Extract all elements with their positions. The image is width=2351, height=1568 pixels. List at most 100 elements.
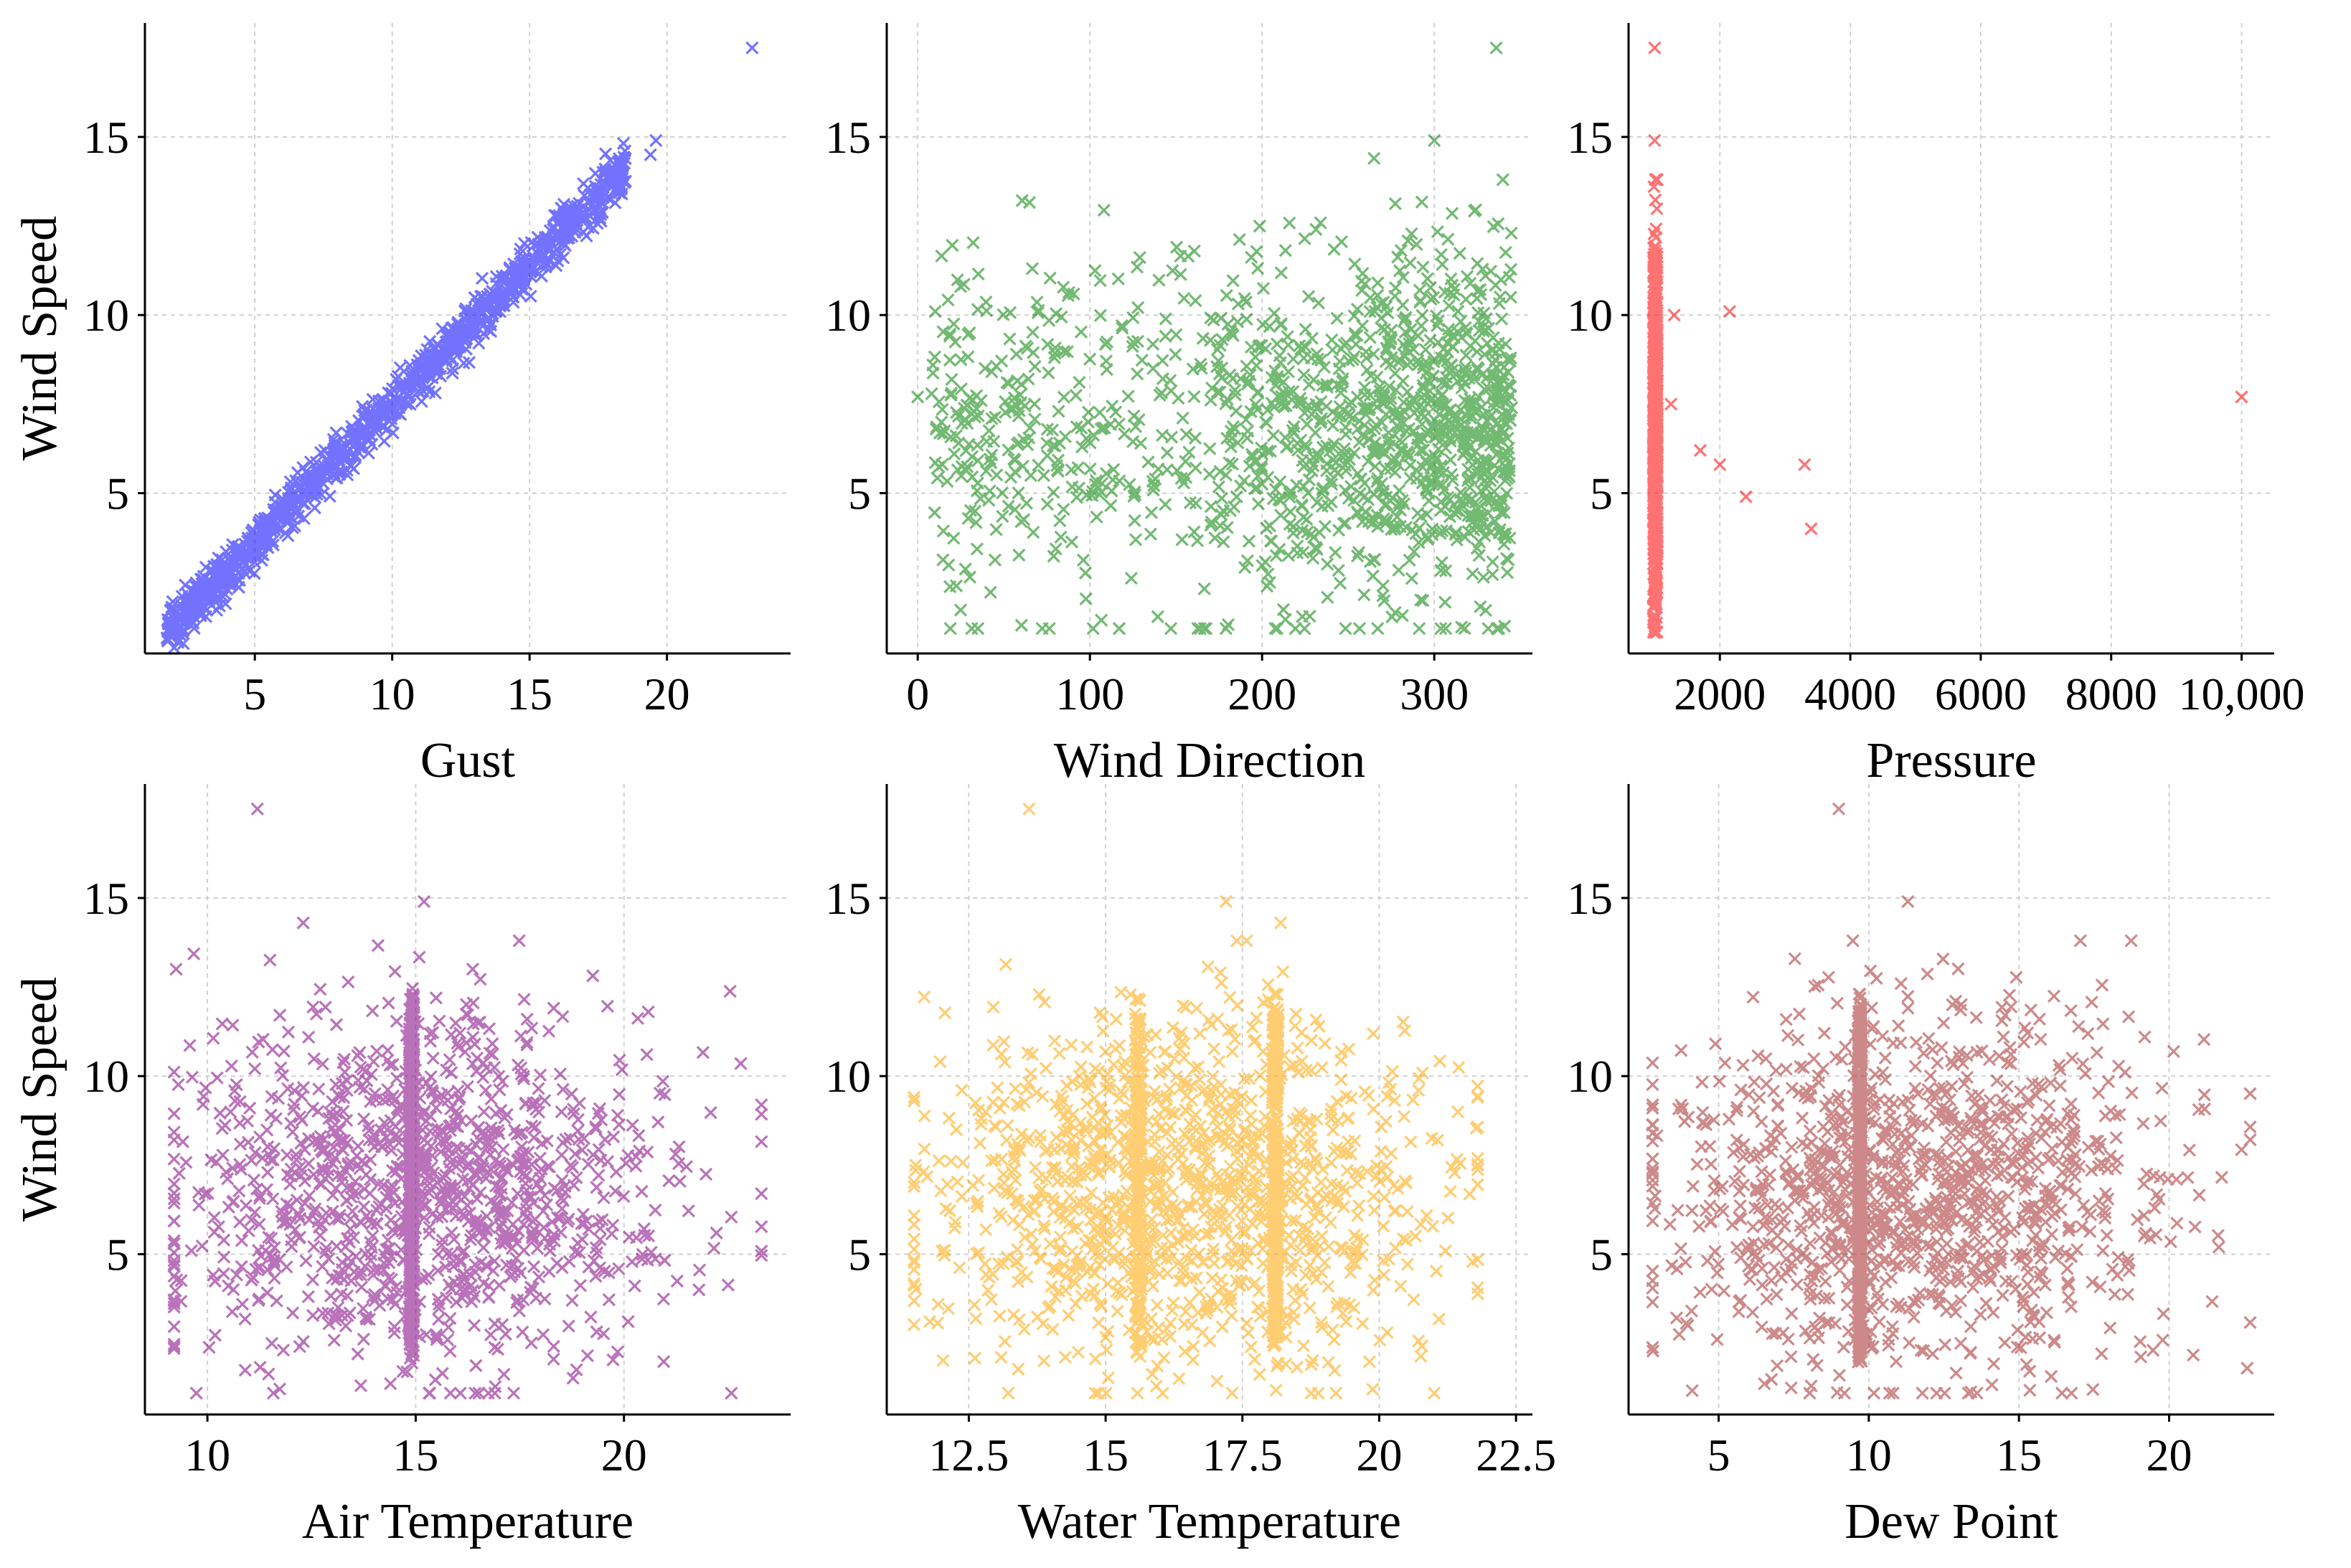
data-point (723, 984, 737, 998)
data-point (371, 938, 385, 953)
data-point (348, 425, 362, 439)
data-point (565, 1293, 579, 1308)
data-point (195, 1239, 209, 1253)
data-point (547, 1352, 560, 1366)
data-point (1333, 577, 1347, 590)
data-point (608, 196, 622, 209)
data-point (1405, 572, 1418, 585)
data-point (1476, 570, 1490, 584)
data-point (199, 579, 213, 593)
data-point (1489, 278, 1502, 292)
data-point (286, 1306, 300, 1320)
data-point (285, 511, 298, 524)
data-point (651, 1115, 665, 1129)
data-point (1124, 572, 1138, 585)
data-point (277, 1044, 291, 1058)
data-point (1339, 428, 1352, 441)
data-point (734, 1057, 748, 1070)
data-point (553, 1067, 567, 1081)
data-point (443, 1053, 456, 1067)
data-point (670, 1274, 684, 1288)
data-point (983, 484, 997, 498)
data-point (1496, 173, 1509, 186)
data-point (1396, 298, 1410, 312)
data-point (509, 276, 523, 291)
data-point (568, 226, 582, 240)
data-point (293, 1340, 306, 1354)
scatter-points (160, 41, 759, 655)
data-point (930, 471, 944, 485)
data-point (314, 445, 328, 460)
data-point (946, 238, 959, 252)
data-point (1371, 622, 1385, 636)
data-point (224, 1105, 237, 1119)
data-point (970, 542, 984, 556)
data-point (472, 336, 486, 350)
data-point (1121, 389, 1135, 403)
data-point (329, 1018, 344, 1031)
data-point (1504, 291, 1517, 304)
data-point (911, 390, 925, 404)
data-point (614, 156, 628, 170)
data-point (165, 600, 179, 614)
data-point (1111, 272, 1125, 285)
data-point (1366, 569, 1380, 583)
data-point (1169, 328, 1183, 341)
data-point (260, 1286, 274, 1300)
data-point (269, 1112, 283, 1125)
data-point (1159, 498, 1172, 511)
data-point (539, 257, 552, 270)
data-point (1057, 503, 1070, 516)
data-point (588, 166, 602, 180)
data-point (1479, 603, 1493, 617)
data-point (1240, 312, 1253, 326)
data-point (296, 461, 310, 475)
data-point (1131, 367, 1144, 381)
data-point (1352, 622, 1367, 636)
data-point (598, 1133, 612, 1146)
data-point (656, 1355, 671, 1369)
data-point (580, 1349, 594, 1363)
data-point (926, 367, 940, 380)
data-point (476, 1241, 490, 1255)
data-point (216, 1148, 230, 1162)
data-point (516, 258, 529, 272)
data-point (172, 623, 187, 637)
data-point (428, 365, 442, 379)
data-point (982, 424, 996, 438)
data-point (426, 1052, 440, 1065)
data-point (507, 1387, 521, 1400)
data-point (1010, 374, 1024, 388)
data-point (400, 397, 413, 411)
y-tick-label: 10 (1567, 290, 1613, 341)
data-point (615, 1063, 629, 1077)
data-point (1012, 548, 1026, 562)
data-point (312, 1082, 326, 1096)
data-point (1250, 261, 1265, 275)
data-point (217, 1233, 231, 1247)
data-point (1129, 533, 1143, 547)
data-point (479, 294, 492, 308)
data-point (512, 1304, 527, 1318)
data-point (1204, 499, 1218, 514)
data-point (247, 1173, 261, 1187)
data-point (308, 501, 321, 515)
data-point (262, 1367, 275, 1381)
x-tick-label: 0 (906, 669, 929, 719)
data-point (167, 1133, 181, 1147)
x-tick-label: 200 (1228, 669, 1296, 719)
data-point (533, 1068, 547, 1082)
data-point (1309, 222, 1323, 237)
data-point (1276, 603, 1291, 616)
data-point (1053, 514, 1067, 528)
data-point (1314, 216, 1327, 230)
data-point (474, 302, 487, 316)
data-point (273, 1009, 287, 1022)
data-point (344, 459, 358, 473)
data-point (443, 1344, 457, 1358)
data-point (298, 1174, 311, 1188)
data-point (311, 479, 325, 493)
data-point (169, 1284, 182, 1298)
data-point (1493, 290, 1507, 304)
